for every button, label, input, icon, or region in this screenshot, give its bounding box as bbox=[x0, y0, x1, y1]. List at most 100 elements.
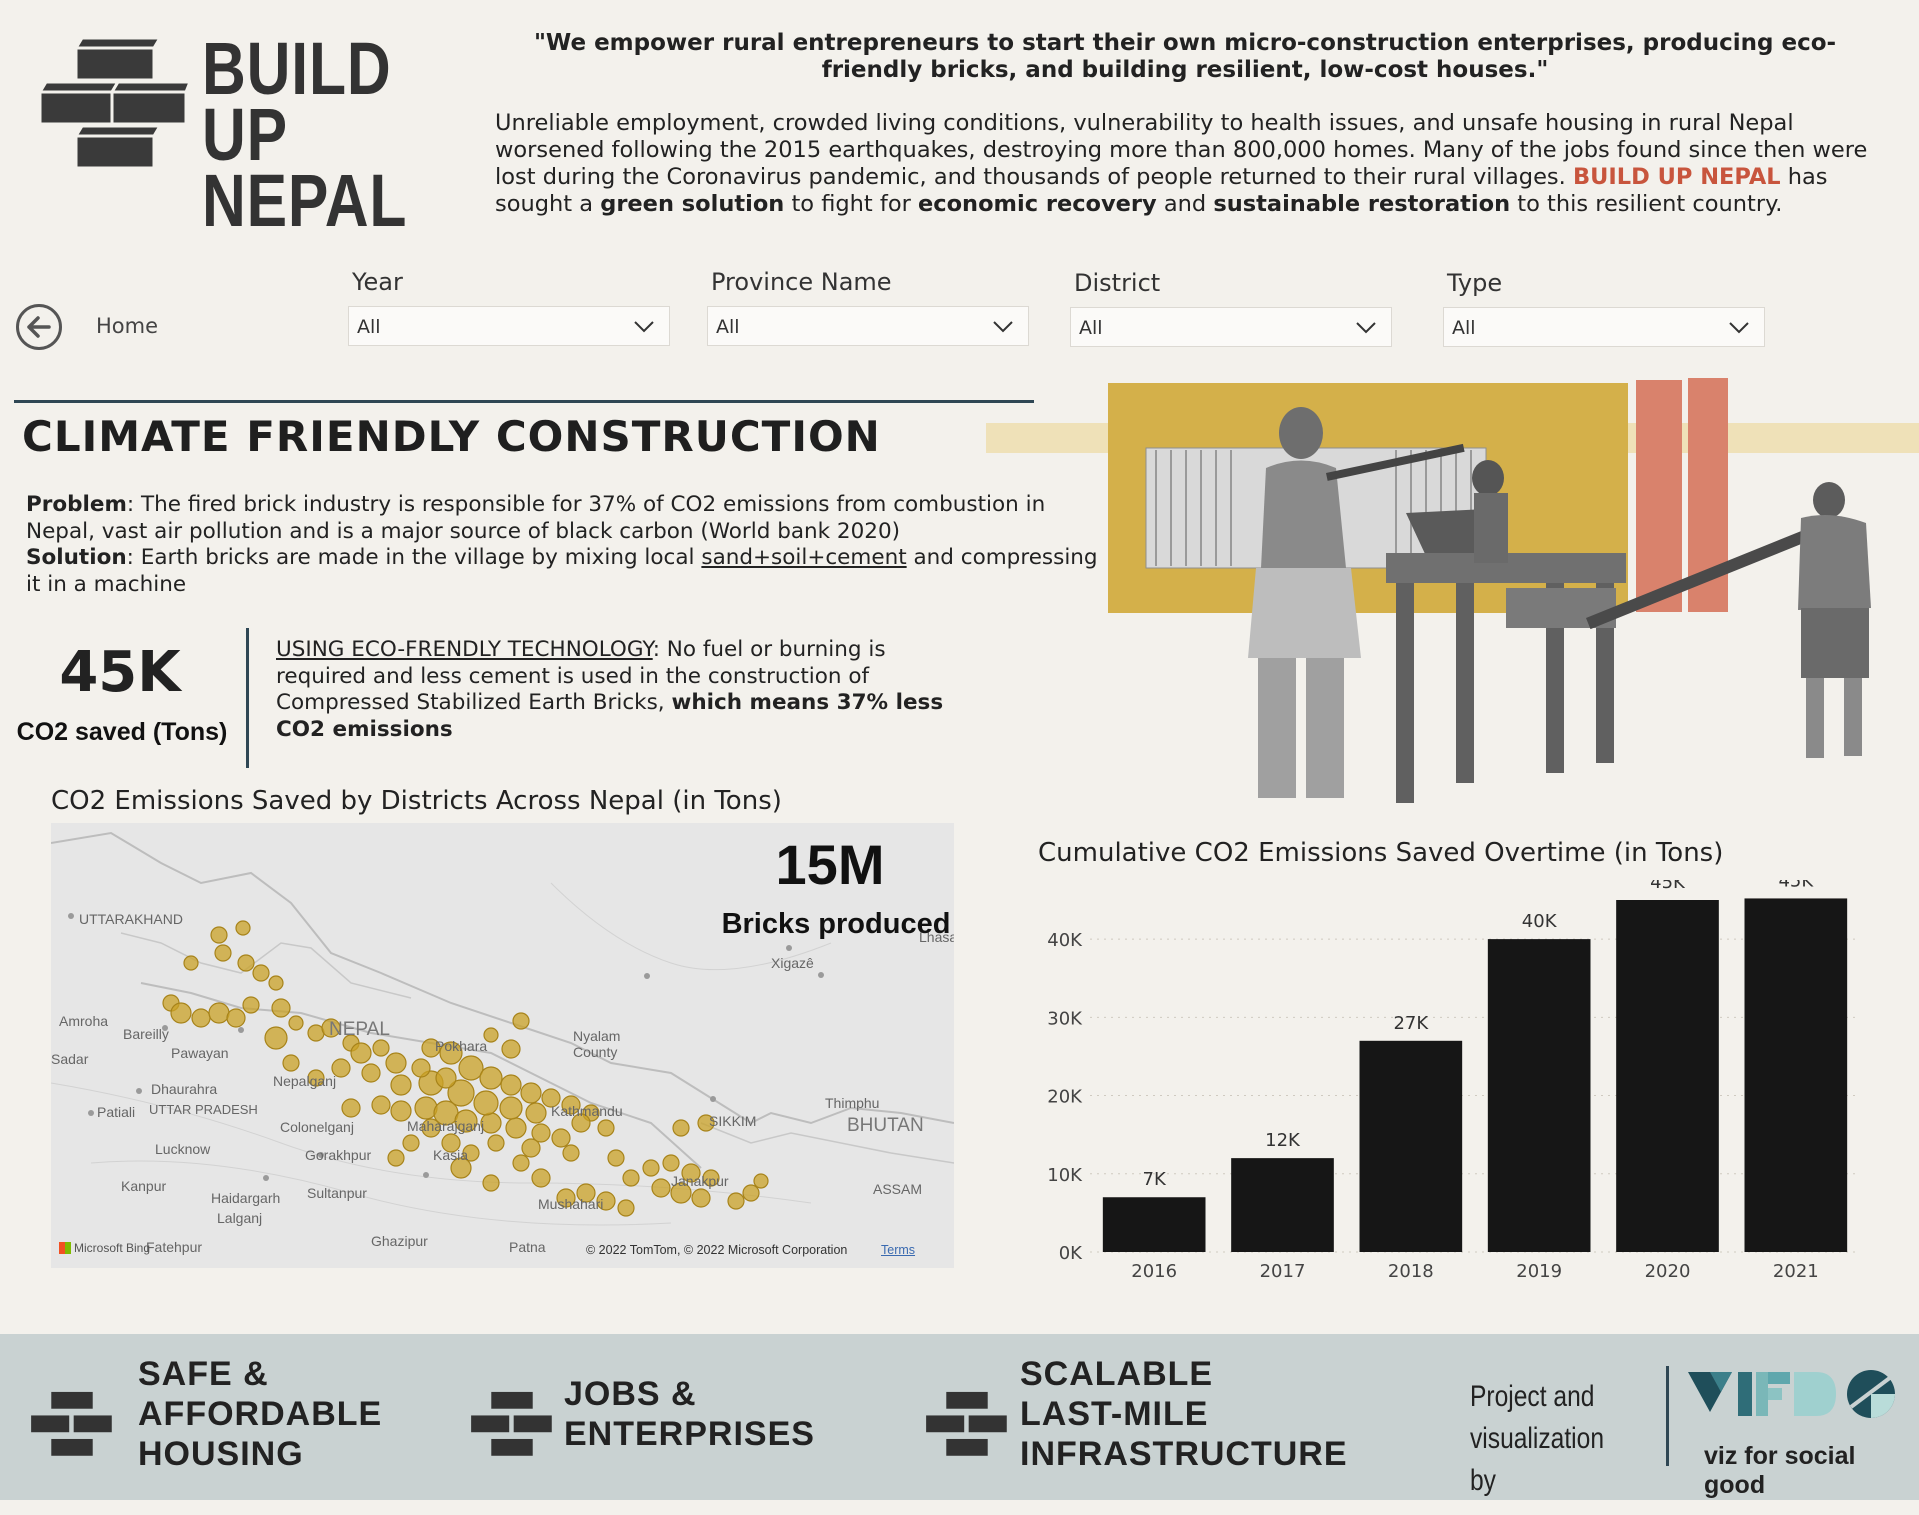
district-marker[interactable] bbox=[307, 1069, 325, 1087]
district-marker[interactable] bbox=[531, 1123, 551, 1143]
map-label: Maharajganj bbox=[407, 1118, 485, 1134]
district-marker[interactable] bbox=[672, 1119, 690, 1137]
district-marker[interactable] bbox=[390, 1074, 412, 1096]
district-marker[interactable] bbox=[441, 1133, 461, 1153]
district-marker[interactable] bbox=[242, 996, 260, 1014]
district-marker[interactable] bbox=[271, 998, 291, 1018]
type-dropdown[interactable]: All bbox=[1443, 307, 1765, 347]
map-terms-link[interactable]: Terms bbox=[881, 1243, 916, 1257]
district-marker[interactable] bbox=[556, 1188, 576, 1208]
district-marker[interactable] bbox=[520, 1082, 542, 1104]
district-marker[interactable] bbox=[252, 964, 270, 982]
district-marker[interactable] bbox=[607, 1149, 625, 1167]
district-marker[interactable] bbox=[662, 1154, 680, 1172]
district-marker[interactable] bbox=[651, 1178, 671, 1198]
district-marker[interactable] bbox=[402, 1134, 420, 1152]
district-marker[interactable] bbox=[462, 1144, 480, 1162]
district-marker[interactable] bbox=[681, 1163, 701, 1183]
district-marker[interactable] bbox=[421, 1038, 441, 1058]
district-marker[interactable] bbox=[487, 1134, 505, 1152]
district-marker[interactable] bbox=[505, 1117, 527, 1139]
home-button[interactable]: Home bbox=[16, 304, 216, 350]
district-marker[interactable] bbox=[268, 975, 284, 991]
district-marker[interactable] bbox=[512, 1012, 530, 1030]
district-marker[interactable] bbox=[473, 1090, 499, 1116]
district-marker[interactable] bbox=[622, 1169, 640, 1187]
district-marker[interactable] bbox=[541, 1088, 561, 1108]
district-marker[interactable] bbox=[350, 1042, 372, 1064]
nepal-district-map[interactable]: UTTARAKHAND Amroha Bareilly Pawayan Sada… bbox=[51, 823, 954, 1268]
district-marker[interactable] bbox=[551, 1128, 571, 1148]
district-marker[interactable] bbox=[597, 1119, 615, 1137]
district-marker[interactable] bbox=[208, 1002, 230, 1024]
district-marker[interactable] bbox=[571, 1113, 591, 1133]
district-marker[interactable] bbox=[421, 1118, 441, 1138]
district-marker[interactable] bbox=[264, 1026, 288, 1050]
district-marker[interactable] bbox=[372, 1039, 390, 1057]
district-marker[interactable] bbox=[237, 954, 255, 972]
district-marker[interactable] bbox=[500, 1074, 522, 1096]
district-marker[interactable] bbox=[742, 1184, 760, 1202]
district-marker[interactable] bbox=[702, 1169, 720, 1187]
district-marker[interactable] bbox=[512, 1154, 530, 1172]
pillar-line: INFRASTRUCTURE bbox=[1020, 1435, 1348, 1473]
district-marker[interactable] bbox=[288, 1015, 304, 1031]
brick-making-illustration bbox=[986, 378, 1919, 818]
district-marker[interactable] bbox=[617, 1199, 635, 1217]
map-attribution: © 2022 TomTom, © 2022 Microsoft Corporat… bbox=[586, 1243, 848, 1257]
district-marker[interactable] bbox=[670, 1182, 692, 1204]
district-marker[interactable] bbox=[482, 1174, 500, 1192]
district-marker[interactable] bbox=[321, 1018, 341, 1038]
district-marker[interactable] bbox=[596, 1191, 616, 1211]
district-marker[interactable] bbox=[454, 1109, 478, 1133]
map-label: BHUTAN bbox=[847, 1115, 924, 1136]
district-marker[interactable] bbox=[458, 1055, 484, 1081]
map-markers[interactable] bbox=[162, 920, 769, 1217]
district-marker[interactable] bbox=[501, 1039, 521, 1059]
district-marker[interactable] bbox=[235, 920, 251, 936]
district-marker[interactable] bbox=[447, 1079, 475, 1107]
year-dropdown[interactable]: All bbox=[348, 306, 670, 346]
district-marker[interactable] bbox=[226, 1008, 246, 1028]
district-marker[interactable] bbox=[562, 1144, 580, 1162]
district-marker[interactable] bbox=[697, 1114, 715, 1132]
district-marker[interactable] bbox=[531, 1168, 551, 1188]
data-label: 12K bbox=[1265, 1130, 1301, 1151]
district-marker[interactable] bbox=[361, 1063, 381, 1083]
district-marker[interactable] bbox=[411, 1058, 431, 1078]
district-marker[interactable] bbox=[576, 1183, 596, 1203]
district-marker[interactable] bbox=[341, 1098, 361, 1118]
district-marker[interactable] bbox=[390, 1100, 412, 1122]
district-marker[interactable] bbox=[525, 1102, 547, 1124]
district-marker[interactable] bbox=[170, 1002, 192, 1024]
district-marker[interactable] bbox=[642, 1159, 660, 1177]
district-marker[interactable] bbox=[727, 1192, 745, 1210]
district-marker[interactable] bbox=[561, 1095, 581, 1115]
district-marker[interactable] bbox=[753, 1173, 769, 1189]
district-marker[interactable] bbox=[521, 1138, 541, 1158]
district-marker[interactable] bbox=[210, 926, 228, 944]
district-marker[interactable] bbox=[214, 944, 232, 962]
district-marker[interactable] bbox=[691, 1188, 711, 1208]
district-marker[interactable] bbox=[479, 1066, 503, 1090]
district-marker[interactable] bbox=[439, 1041, 463, 1065]
map-label: Nepalganj bbox=[273, 1073, 337, 1089]
mission-tagline: "We empower rural entrepreneurs to start… bbox=[533, 30, 1837, 83]
district-marker[interactable] bbox=[371, 1095, 391, 1115]
dropdown-value: All bbox=[1079, 317, 1103, 339]
district-marker[interactable] bbox=[483, 1027, 499, 1043]
district-marker[interactable] bbox=[435, 1067, 457, 1089]
district-marker[interactable] bbox=[385, 1052, 407, 1074]
district-marker[interactable] bbox=[282, 1054, 300, 1072]
district-marker[interactable] bbox=[183, 955, 199, 971]
arrow-left-circle-icon[interactable] bbox=[16, 304, 62, 350]
district-marker[interactable] bbox=[191, 1008, 211, 1028]
credit-line: visualization by bbox=[1470, 1422, 1605, 1497]
district-marker[interactable] bbox=[499, 1096, 523, 1120]
district-marker[interactable] bbox=[450, 1157, 472, 1179]
district-marker[interactable] bbox=[331, 1058, 351, 1078]
province-dropdown[interactable]: All bbox=[707, 306, 1029, 346]
district-dropdown[interactable]: All bbox=[1070, 307, 1392, 347]
district-marker[interactable] bbox=[387, 1149, 405, 1167]
dropdown-value: All bbox=[1452, 317, 1476, 339]
